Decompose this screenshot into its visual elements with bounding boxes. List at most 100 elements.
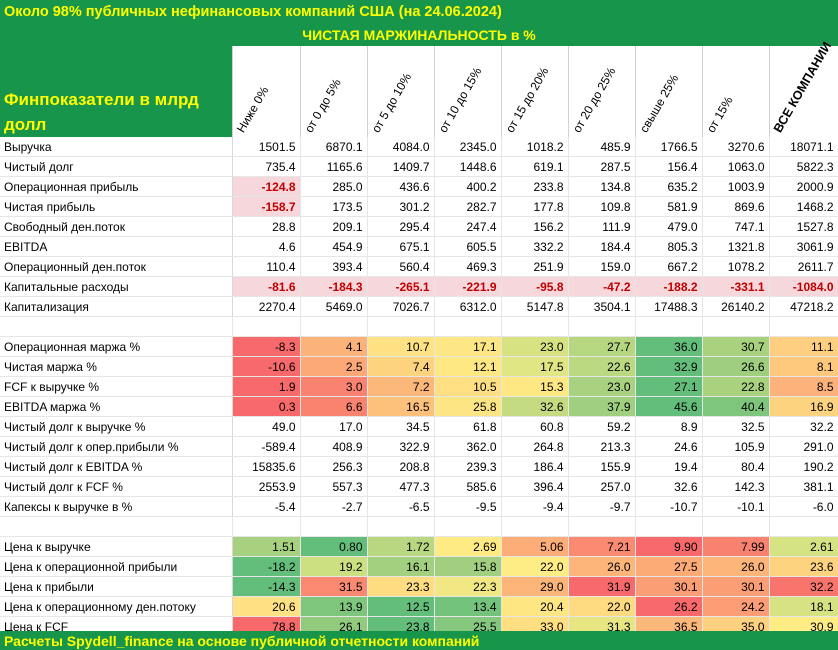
- value-cell: 6870.1: [300, 137, 368, 157]
- value-cell: -5.4: [232, 496, 301, 517]
- value-cell: 31.5: [300, 576, 368, 597]
- value-cell: 17.5: [501, 356, 569, 377]
- table-row: EBITDA маржа % 0.3 6.6 16.5 25.8 32.6 37.9 45.6…: [0, 396, 838, 417]
- value-cell: 27.7: [568, 336, 636, 357]
- row-label: Капитализация: [0, 296, 233, 317]
- value-cell: 27.1: [635, 376, 703, 397]
- table-row: Операционный ден.поток 110.4 393.4 560.4 469…: [0, 256, 838, 277]
- value-cell: 34.5: [367, 416, 435, 437]
- value-cell: 393.4: [300, 256, 368, 277]
- column-divider: [769, 46, 770, 137]
- value-cell: 26140.2: [702, 296, 770, 317]
- value-cell: 619.1: [501, 156, 569, 177]
- row-label: Чистый долг к FCF %: [0, 476, 233, 497]
- value-cell: 23.6: [769, 556, 838, 577]
- value-cell: 3.0: [300, 376, 368, 397]
- value-cell: 2.61: [769, 536, 838, 557]
- value-cell: 37.9: [568, 396, 636, 417]
- value-cell: 5822.3: [769, 156, 838, 177]
- value-cell: 667.2: [635, 256, 703, 277]
- table-row: Чистая прибыль -158.7 173.5 301.2 282.7 177.8…: [0, 196, 838, 217]
- column-header-label: от 15%: [703, 93, 736, 135]
- value-cell: 134.8: [568, 176, 636, 197]
- value-cell: 22.8: [702, 376, 770, 397]
- value-cell: 436.6: [367, 176, 435, 197]
- value-cell: 1409.7: [367, 156, 435, 177]
- table-row: Операционная маржа % -8.3 4.1 10.7 17.1 23.0 2…: [0, 336, 838, 357]
- table-row: Цена к выручке 1.51 0.80 1.72 2.69 5.06 7.21 9.…: [0, 536, 838, 557]
- value-cell: 111.9: [568, 216, 636, 237]
- table-row: Капитальные расходы -81.6 -184.3 -265.1 -221…: [0, 276, 838, 297]
- value-cell: 155.9: [568, 456, 636, 477]
- value-cell: 8.5: [769, 376, 838, 397]
- value-cell: 30.7: [702, 336, 770, 357]
- column-header-label: от 15 до 20%: [502, 64, 552, 135]
- value-cell: 7.2: [367, 376, 435, 397]
- value-cell: 20.6: [232, 596, 301, 617]
- table-row: Выручка 1501.5 6870.1 4084.0 2345.0 1018.2 485…: [0, 137, 838, 157]
- row-label: EBITDA маржа %: [0, 396, 233, 417]
- table-row: Чистый долг к опер.прибыли % -589.4 408.9 3…: [0, 436, 838, 457]
- value-cell: 4084.0: [367, 137, 435, 157]
- value-cell: -9.4: [501, 496, 569, 517]
- value-cell: 24.6: [635, 436, 703, 457]
- value-cell: 4.1: [300, 336, 368, 357]
- value-cell: 396.4: [501, 476, 569, 497]
- value-cell: 747.1: [702, 216, 770, 237]
- value-cell: 1003.9: [702, 176, 770, 197]
- value-cell: 3270.6: [702, 137, 770, 157]
- value-cell: 156.2: [501, 216, 569, 237]
- value-cell: 17.1: [434, 336, 502, 357]
- value-cell: 19.4: [635, 456, 703, 477]
- value-cell: 30.1: [702, 576, 770, 597]
- value-cell: 156.4: [635, 156, 703, 177]
- value-cell: 105.9: [702, 436, 770, 457]
- column-divider: [635, 46, 636, 137]
- row-label: Чистый долг к EBITDA %: [0, 456, 233, 477]
- value-cell: 1165.6: [300, 156, 368, 177]
- value-cell: 2345.0: [434, 137, 502, 157]
- value-cell: -14.3: [232, 576, 301, 597]
- column-divider: [702, 46, 703, 137]
- value-cell: 80.4: [702, 456, 770, 477]
- row-label: Выручка: [0, 137, 233, 157]
- value-cell: 1063.0: [702, 156, 770, 177]
- value-cell: 213.3: [568, 436, 636, 457]
- value-cell: 190.2: [769, 456, 838, 477]
- value-cell: 31.9: [568, 576, 636, 597]
- value-cell: 2270.4: [232, 296, 301, 317]
- source-footer: Расчеты Spydell_finance на основе публич…: [0, 631, 838, 650]
- value-cell: 23.0: [501, 336, 569, 357]
- value-cell: 2.5: [300, 356, 368, 377]
- value-cell: -8.3: [232, 336, 301, 357]
- table-row: Чистый долг к EBITDA % 15835.6 256.3 208.8 2…: [0, 456, 838, 477]
- row-label: Капексы к выручке в %: [0, 496, 233, 517]
- value-cell: 11.1: [769, 336, 838, 357]
- value-cell: 22.0: [568, 596, 636, 617]
- value-cell: 1.72: [367, 536, 435, 557]
- row-label: EBITDA: [0, 236, 233, 257]
- value-cell: 110.4: [232, 256, 301, 277]
- value-cell: 26.2: [635, 596, 703, 617]
- table-row: Операционная прибыль -124.8 285.0 436.6 400.…: [0, 176, 838, 197]
- column-header: Ниже 0%: [232, 46, 300, 137]
- row-label: Чистая маржа %: [0, 356, 233, 377]
- value-cell: 1018.2: [501, 137, 569, 157]
- value-cell: 7026.7: [367, 296, 435, 317]
- value-cell: 247.4: [434, 216, 502, 237]
- value-cell: 287.5: [568, 156, 636, 177]
- row-label: Чистый долг к опер.прибыли %: [0, 436, 233, 457]
- value-cell: 557.3: [300, 476, 368, 497]
- column-header-area: [232, 46, 838, 137]
- value-cell: -95.8: [501, 276, 569, 297]
- row-label: Чистый долг к выручке %: [0, 416, 233, 437]
- value-cell: 8.9: [635, 416, 703, 437]
- value-cell: 29.0: [501, 576, 569, 597]
- value-cell: 18071.1: [769, 137, 838, 157]
- value-cell: 25.8: [434, 396, 502, 417]
- row-label: Цена к операционной прибыли: [0, 556, 233, 577]
- column-divider: [434, 46, 435, 137]
- row-label: Операционный ден.поток: [0, 256, 233, 277]
- value-cell: -6.0: [769, 496, 838, 517]
- column-divider: [367, 46, 368, 137]
